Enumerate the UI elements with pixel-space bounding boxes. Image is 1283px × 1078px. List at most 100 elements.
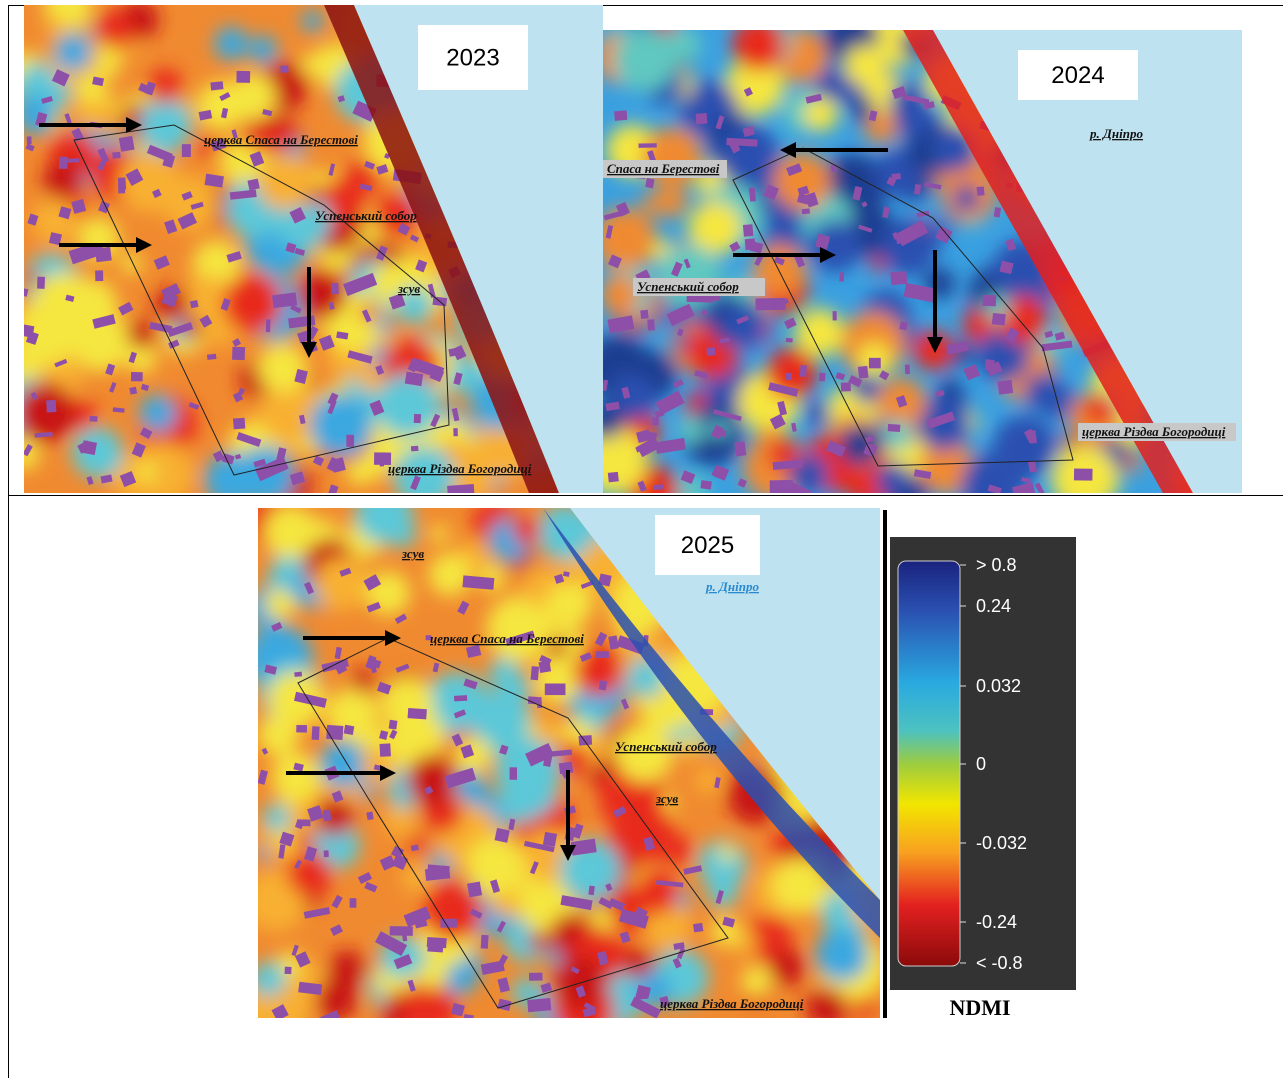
building [285,967,292,975]
map-label: церква Різдва Богородиці [388,461,532,476]
blob [513,516,541,544]
colorbar [898,561,960,966]
border-left [8,5,9,1078]
blob [993,416,1056,479]
building [531,666,540,680]
building [639,143,657,148]
blob [547,581,594,628]
building [647,319,654,330]
blob [376,316,394,334]
blob [271,753,320,802]
blob [428,553,471,596]
map-2023: 2023церква Спаса на БерестовіУспенський … [24,5,603,493]
blob [258,343,308,393]
blob [351,670,374,693]
building [236,71,250,83]
map-label: церква Спаса на Берестові [204,132,358,147]
blob [302,10,324,32]
blob [815,928,868,981]
building [890,271,907,285]
building [95,270,103,281]
building [280,65,288,72]
legend-label: -0.032 [976,833,1027,853]
building [588,886,594,896]
building [118,181,125,194]
blob [139,395,176,432]
blob [1024,373,1063,412]
building [800,365,807,377]
building [380,743,391,756]
building [997,380,1013,395]
map-label: р. Дніпро [1089,126,1143,141]
building [992,313,1006,326]
border-middle [8,495,1283,496]
building [543,832,557,847]
blob [384,804,416,836]
building [529,973,543,981]
building [27,136,32,144]
building [46,400,56,413]
blob [249,35,277,63]
map-label: зсув [401,546,424,561]
building [326,725,343,740]
building [839,272,844,281]
building [869,358,881,368]
blob [214,27,248,61]
building [527,998,551,1012]
map-label: церква Різдва Богородиці [1082,424,1226,439]
building [350,898,357,908]
building [453,428,458,436]
map-label: Успенський собор [615,739,717,754]
building [312,726,320,740]
building [66,158,79,162]
building [59,157,68,169]
building [414,414,421,423]
map-label: церква Різдва Богородиці [660,996,804,1011]
blob [742,966,772,996]
building [888,424,901,432]
legend-label: < -0.8 [976,953,1023,973]
blob [314,557,367,610]
building [454,695,467,701]
building [1074,468,1093,480]
blob [642,193,664,215]
map-2025: 2025зсувр. Дніпроцерква Спаса на Бересто… [258,508,880,1018]
building [297,819,311,826]
blob [257,154,313,210]
building [427,937,447,948]
blob [529,932,549,952]
blob [953,185,980,212]
legend-label: 0.032 [976,676,1021,696]
building [914,184,921,195]
blob [320,741,367,788]
blob [719,845,736,862]
building [129,387,137,395]
building [608,472,619,483]
building [411,446,419,452]
blob [785,45,823,83]
building [706,347,715,355]
building [786,338,793,343]
map-label: зсув [397,281,420,296]
building [802,208,810,214]
map-2024: 2024р. ДніпроСпаса на БерестовіУспенськи… [603,30,1242,493]
building [579,735,593,746]
legend-title: NDMI [949,995,1010,1020]
building [640,310,648,319]
building [266,319,271,332]
building [770,480,793,493]
building [182,144,191,157]
legend-label: > 0.8 [976,555,1017,575]
blob [136,461,157,482]
building [207,354,217,360]
blob [388,519,417,548]
building [858,366,869,379]
blob [54,33,92,71]
building [495,828,510,843]
blob [636,872,678,914]
map-label: Спаса на Берестові [607,161,720,176]
building [440,919,457,928]
building [296,725,307,733]
blob [844,45,885,86]
